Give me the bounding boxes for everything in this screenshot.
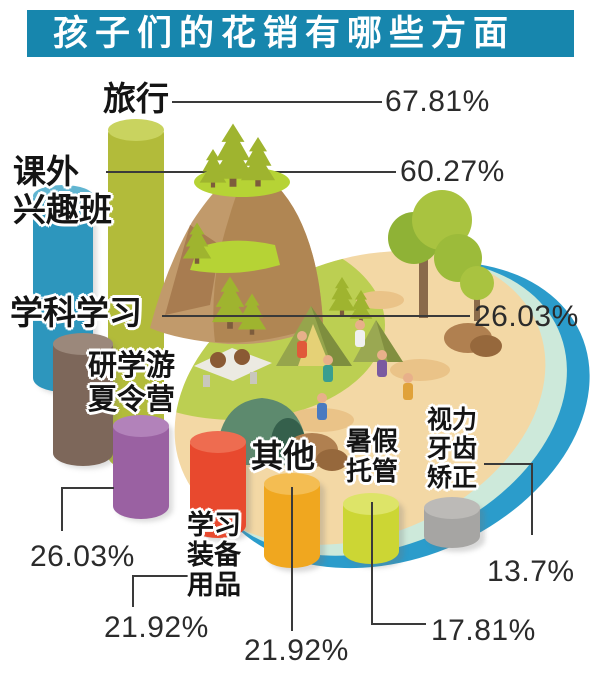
value-extracurricular: 60.27% bbox=[400, 155, 505, 188]
label-subject-study: 学科学习 bbox=[10, 294, 142, 331]
value-study-tour-camp: 26.03% bbox=[30, 540, 135, 573]
value-learning-gear: 21.92% bbox=[104, 611, 209, 644]
connector-line-camp-horizontal bbox=[61, 487, 114, 489]
connector-line-travel bbox=[172, 101, 382, 103]
label-other: 其他 bbox=[251, 438, 316, 474]
connector-line-vision-vertical bbox=[531, 463, 533, 535]
value-vision-dental: 13.7% bbox=[487, 555, 575, 588]
bar-learning-gear-cap bbox=[190, 431, 246, 453]
label-summer-daycare: 暑假 托管 bbox=[346, 426, 399, 487]
page-title: 孩子们的花销有哪些方面 bbox=[27, 10, 574, 57]
bar-vision-dental bbox=[424, 497, 480, 548]
bar-subject-study bbox=[53, 333, 113, 466]
connector-line-gear-horizontal bbox=[132, 575, 190, 577]
bar-learning-gear bbox=[190, 431, 246, 538]
connector-line-gear-vertical bbox=[132, 575, 134, 607]
value-subject-study: 26.03% bbox=[474, 300, 579, 333]
bar-study-tour-camp bbox=[113, 415, 169, 519]
bar-study-tour-camp-cap bbox=[113, 415, 169, 437]
label-vision-dental: 视力 牙齿 矫正 bbox=[427, 406, 478, 492]
connector-line-subject-study bbox=[162, 315, 470, 317]
connector-line-daycare-horizontal bbox=[371, 623, 426, 625]
bar-extracurricular-cap bbox=[33, 185, 93, 207]
label-extracurricular: 课外 兴趣班 bbox=[13, 153, 112, 229]
label-learning-gear: 学习 装备 用品 bbox=[187, 510, 241, 601]
value-summer-daycare: 17.81% bbox=[431, 614, 536, 647]
bar-travel-cap bbox=[108, 119, 164, 141]
bar-vision-dental-cap bbox=[424, 497, 480, 519]
bar-other-cap bbox=[264, 473, 320, 495]
connector-line-camp-vertical bbox=[61, 487, 63, 531]
bar-travel bbox=[108, 119, 164, 470]
connector-line-vision-horizontal bbox=[484, 463, 533, 465]
value-travel: 67.81% bbox=[385, 85, 490, 118]
label-travel: 旅行 bbox=[103, 80, 169, 117]
label-study-tour-camp: 研学游 夏令营 bbox=[88, 350, 176, 416]
connector-line-daycare-vertical bbox=[371, 502, 373, 625]
connector-line-other bbox=[291, 487, 293, 631]
value-other: 21.92% bbox=[244, 634, 349, 667]
bar-subject-study-cap bbox=[53, 333, 113, 355]
